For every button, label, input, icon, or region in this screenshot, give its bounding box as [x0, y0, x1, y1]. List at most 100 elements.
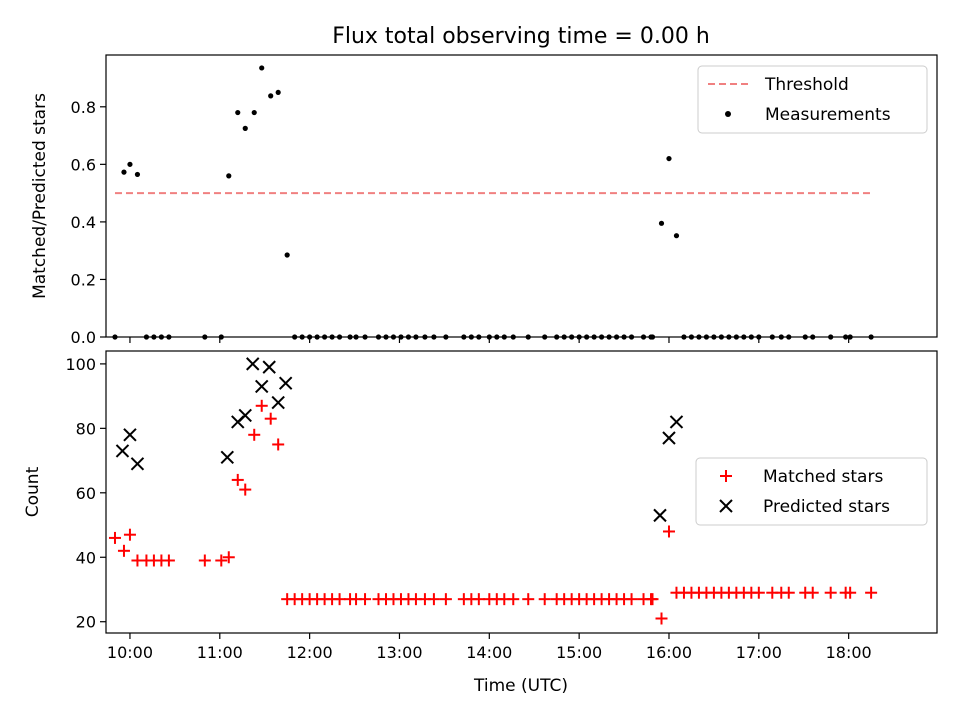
bottom-xtick-label: 18:00: [826, 643, 872, 662]
top-ytick-label: 0.8: [71, 98, 96, 117]
matched-star-marker: [248, 428, 261, 441]
measurement-point: [413, 334, 419, 340]
predicted-star-marker: [123, 428, 137, 442]
measurement-point: [525, 334, 531, 340]
measurement-point: [275, 89, 281, 96]
matched-star-marker: [646, 593, 659, 606]
matched-star-marker: [844, 586, 857, 599]
measurement-point: [468, 334, 474, 340]
measurement-point: [666, 155, 672, 162]
matched-star-marker: [507, 593, 520, 606]
bottom-xtick-label: 17:00: [736, 643, 782, 662]
measurement-point: [383, 334, 389, 340]
bottom-xtick-label: 11:00: [197, 643, 243, 662]
measurement-point: [251, 109, 257, 116]
measurement-point: [494, 334, 500, 340]
measurement-point: [673, 233, 680, 239]
matched-star-marker: [231, 473, 244, 486]
bottom-ytick-label: 80: [76, 419, 96, 438]
measurement-point: [268, 93, 274, 99]
measurement-point: [703, 334, 710, 340]
measurement-point: [486, 334, 492, 340]
measurement-point: [235, 109, 241, 116]
measurement-point: [778, 334, 784, 340]
measurement-point: [226, 173, 232, 179]
measurement-point: [718, 334, 724, 340]
measurement-point: [158, 334, 164, 340]
bottom-xtick-label: 15:00: [556, 643, 602, 662]
predicted-star-marker: [662, 431, 676, 445]
matched-star-marker: [824, 586, 837, 599]
measurement-point: [329, 334, 335, 340]
measurement-point: [542, 334, 548, 340]
bottom-y-axis: 20 40 60 80 100: [65, 355, 106, 632]
measurement-point: [259, 65, 265, 71]
matched-star-marker: [625, 593, 638, 606]
measurement-point: [576, 334, 582, 340]
measurement-point: [569, 334, 575, 340]
predicted-star-marker: [653, 508, 667, 523]
matched-stars-points: [108, 399, 878, 625]
measurement-point: [322, 334, 328, 340]
bottom-xtick-label: 12:00: [287, 643, 333, 662]
measurement-point: [202, 334, 208, 340]
measurement-point: [640, 334, 647, 340]
measurement-point: [362, 334, 368, 340]
measurement-point: [561, 334, 567, 340]
measurement-point: [613, 334, 620, 340]
predicted-star-marker: [262, 360, 276, 374]
measurement-point: [314, 334, 320, 340]
matched-star-marker: [752, 586, 765, 599]
matched-star-marker: [662, 525, 675, 538]
top-plot-frame: [105, 54, 938, 338]
measurement-point: [461, 334, 467, 340]
measurement-point: [127, 161, 133, 167]
measurement-point: [151, 334, 157, 340]
top-legend-box: [697, 65, 928, 134]
measurement-point: [688, 334, 695, 340]
measurement-point: [292, 334, 298, 340]
measurement-point: [431, 334, 437, 340]
measurement-point: [828, 334, 834, 340]
matched-star-marker: [522, 593, 535, 606]
bottom-x-axis: 10:00 11:00 12:00 13:00 14:00 15:00 16:00 17:00…: [107, 633, 872, 662]
measurement-point: [307, 334, 313, 340]
matched-star-marker: [538, 593, 551, 606]
predicted-star-marker: [246, 357, 260, 371]
top-ytick-label: 0.6: [71, 155, 96, 174]
bottom-xtick-label: 14:00: [466, 643, 512, 662]
measurement-point: [868, 334, 874, 340]
measurement-point: [166, 334, 172, 340]
top-ytick-label: 0.2: [71, 270, 96, 289]
measurement-point: [134, 171, 141, 178]
top-y-axis: 0.0 0.2 0.4 0.6 0.8: [71, 98, 106, 347]
predicted-star-marker: [669, 415, 684, 429]
matched-star-marker: [333, 593, 346, 606]
measurement-point: [422, 334, 428, 340]
top-ytick-label: 0.4: [71, 213, 96, 232]
matched-star-marker: [806, 586, 819, 599]
top-legend: Threshold Measurements: [697, 65, 928, 134]
measurement-point: [121, 169, 127, 175]
measurement-point: [284, 252, 290, 258]
matched-star-marker: [239, 483, 252, 496]
measurement-points: [112, 65, 874, 340]
measurement-point: [353, 334, 359, 340]
legend-predicted-label: Predicted stars: [763, 497, 890, 517]
measurement-point: [696, 334, 702, 340]
predicted-star-marker: [130, 457, 145, 471]
matched-star-marker: [123, 528, 136, 541]
measurement-point: [748, 334, 754, 340]
bottom-ytick-label: 100: [65, 355, 96, 374]
matched-star-marker: [865, 586, 878, 599]
measurement-point: [591, 334, 597, 340]
measurement-point: [218, 334, 224, 340]
bottom-plot-frame: [105, 350, 938, 634]
measurement-point: [476, 334, 482, 340]
measurement-point: [628, 334, 635, 340]
measurement-point: [347, 334, 353, 340]
measurement-point: [726, 334, 732, 340]
measurement-point: [843, 334, 849, 340]
